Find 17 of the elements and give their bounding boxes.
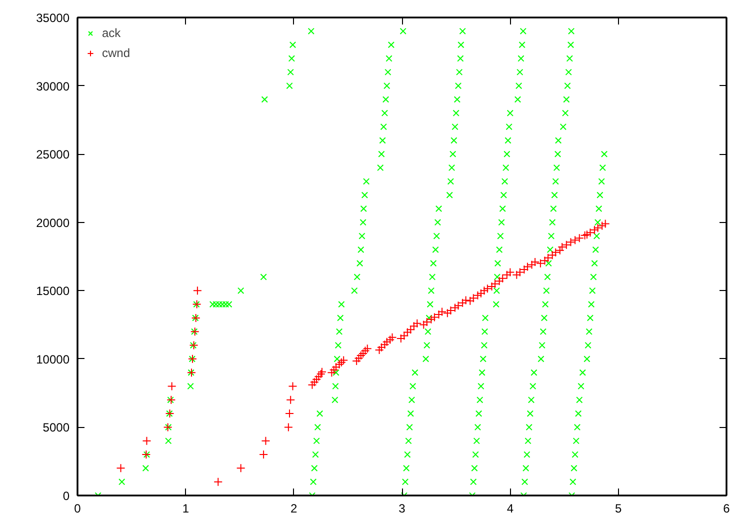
y-tick-label: 30000: [36, 79, 70, 94]
x-tick-label: 2: [290, 502, 298, 516]
y-tick-label: 15000: [36, 284, 70, 298]
y-tick-label: 35000: [36, 11, 70, 25]
y-tick-label: 25000: [36, 148, 70, 162]
x-tick-label: 4: [506, 502, 514, 516]
x-tick-label: 3: [398, 502, 406, 516]
legend-label: ack: [102, 26, 122, 40]
x-tick-label: 0: [74, 502, 82, 516]
x-tick-label: 6: [723, 502, 730, 516]
y-tick-label: 10000: [36, 352, 70, 366]
x-tick-label: 1: [182, 502, 190, 516]
legend-label: cwnd: [102, 46, 130, 60]
y-tick-label: 0: [62, 489, 70, 503]
y-tick-label: 5000: [42, 420, 70, 435]
x-tick-label: 5: [614, 502, 622, 516]
y-tick-label: 20000: [36, 216, 70, 230]
